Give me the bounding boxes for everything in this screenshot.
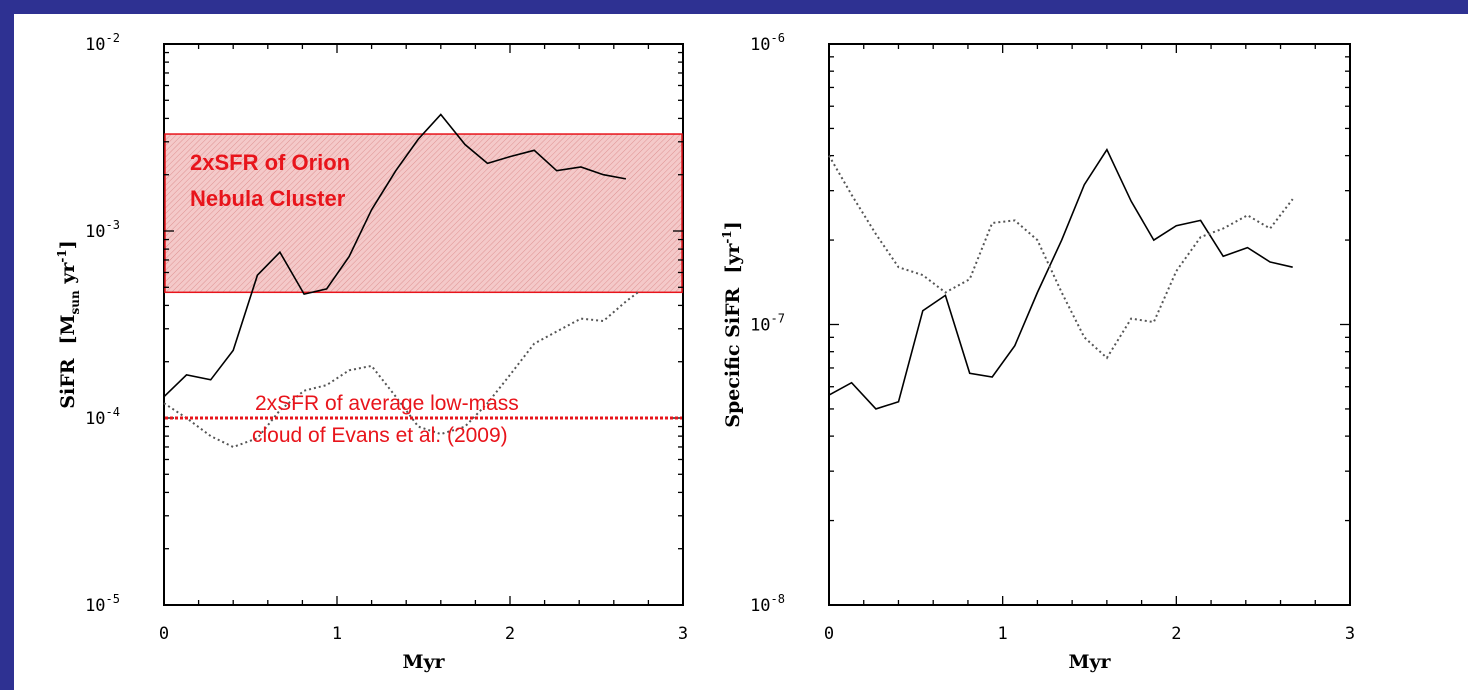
y-tick-exp: -7 — [771, 312, 785, 326]
y-axis-label: SiFR [Msun yr-1] — [55, 240, 82, 408]
y-axis-label-unit-close: ] — [57, 240, 79, 249]
y-tick-label: 10-3 — [85, 218, 120, 242]
y-tick-label: 10-2 — [85, 31, 120, 55]
y-tick-base: 10 — [750, 596, 770, 616]
orion-label-line1: 2xSFR of Orion — [190, 150, 350, 175]
x-tick-label: 3 — [1345, 624, 1355, 644]
x-tick-labels: 0 1 2 3 — [159, 624, 688, 644]
y-axis-label-unit-open: [M — [57, 314, 79, 344]
x-tick-label: 1 — [998, 624, 1008, 644]
y-tick-label: 10-8 — [750, 592, 785, 616]
y-tick-exp: -3 — [106, 218, 120, 232]
y-tick-label: 10-7 — [750, 312, 785, 336]
slide: 2xSFR of Orion Nebula Cluster 2xSFR of a… — [14, 14, 1468, 690]
y-tick-base: 10 — [750, 316, 770, 336]
y-tick-exp: -2 — [106, 31, 120, 45]
y-tick-base: 10 — [750, 35, 770, 55]
x-tick-label: 2 — [505, 624, 515, 644]
y-tick-exp: -8 — [771, 592, 785, 606]
y-tick-exp: -4 — [106, 405, 120, 419]
axis-ticks — [828, 43, 1351, 606]
x-tick-labels: 0 1 2 3 — [824, 624, 1355, 644]
y-tick-base: 10 — [85, 596, 105, 616]
evans-label-line2: cloud of Evans et al. (2009) — [252, 424, 508, 447]
y-axis-label: Specific SiFR [yr-1] — [720, 221, 744, 428]
y-tick-exp: -6 — [771, 31, 785, 45]
series-solid-line — [163, 113, 627, 398]
x-axis-label: Myr — [402, 651, 445, 673]
y-axis-label-unit-sup: -1 — [720, 230, 734, 243]
y-axis-label-unit-mid: yr — [57, 262, 79, 291]
y-tick-base: 10 — [85, 222, 105, 242]
x-tick-label: 2 — [1171, 624, 1181, 644]
orion-label-line2: Nebula Cluster — [190, 186, 346, 211]
series-dotted-line — [163, 291, 639, 449]
y-tick-exp: -5 — [106, 592, 120, 606]
y-axis-label-unit-close: ] — [722, 221, 744, 230]
evans-label-line1: 2xSFR of average low-mass — [255, 392, 519, 415]
series-dotted-line — [828, 155, 1294, 360]
x-tick-label: 3 — [678, 624, 688, 644]
y-tick-label: 10-4 — [85, 405, 120, 429]
y-tick-base: 10 — [85, 409, 105, 429]
x-axis-label: Myr — [1068, 651, 1111, 673]
y-tick-label: 10-6 — [750, 31, 785, 55]
y-tick-label: 10-5 — [85, 592, 120, 616]
x-tick-label: 1 — [332, 624, 342, 644]
y-axis-label-main: Specific SiFR — [722, 287, 744, 427]
y-tick-labels: 10-810-710-6 — [750, 31, 785, 616]
y-axis-label-unit-sub: sun — [68, 290, 82, 314]
sifr-chart: 2xSFR of Orion Nebula Cluster 2xSFR of a… — [55, 31, 688, 673]
figure: 2xSFR of Orion Nebula Cluster 2xSFR of a… — [55, 31, 1355, 673]
x-tick-label: 0 — [159, 624, 169, 644]
y-axis-label-unit-open: [yr — [722, 243, 744, 274]
y-axis-label-unit-sup: -1 — [55, 249, 69, 262]
series-solid-line — [828, 148, 1293, 410]
x-tick-label: 0 — [824, 624, 834, 644]
y-tick-base: 10 — [85, 35, 105, 55]
y-axis-label-main: SiFR — [57, 358, 79, 408]
plot-frame — [163, 43, 684, 606]
plot-frame — [828, 43, 1351, 606]
axis-ticks — [163, 43, 684, 606]
y-tick-labels: 10-510-410-310-2 — [85, 31, 120, 616]
